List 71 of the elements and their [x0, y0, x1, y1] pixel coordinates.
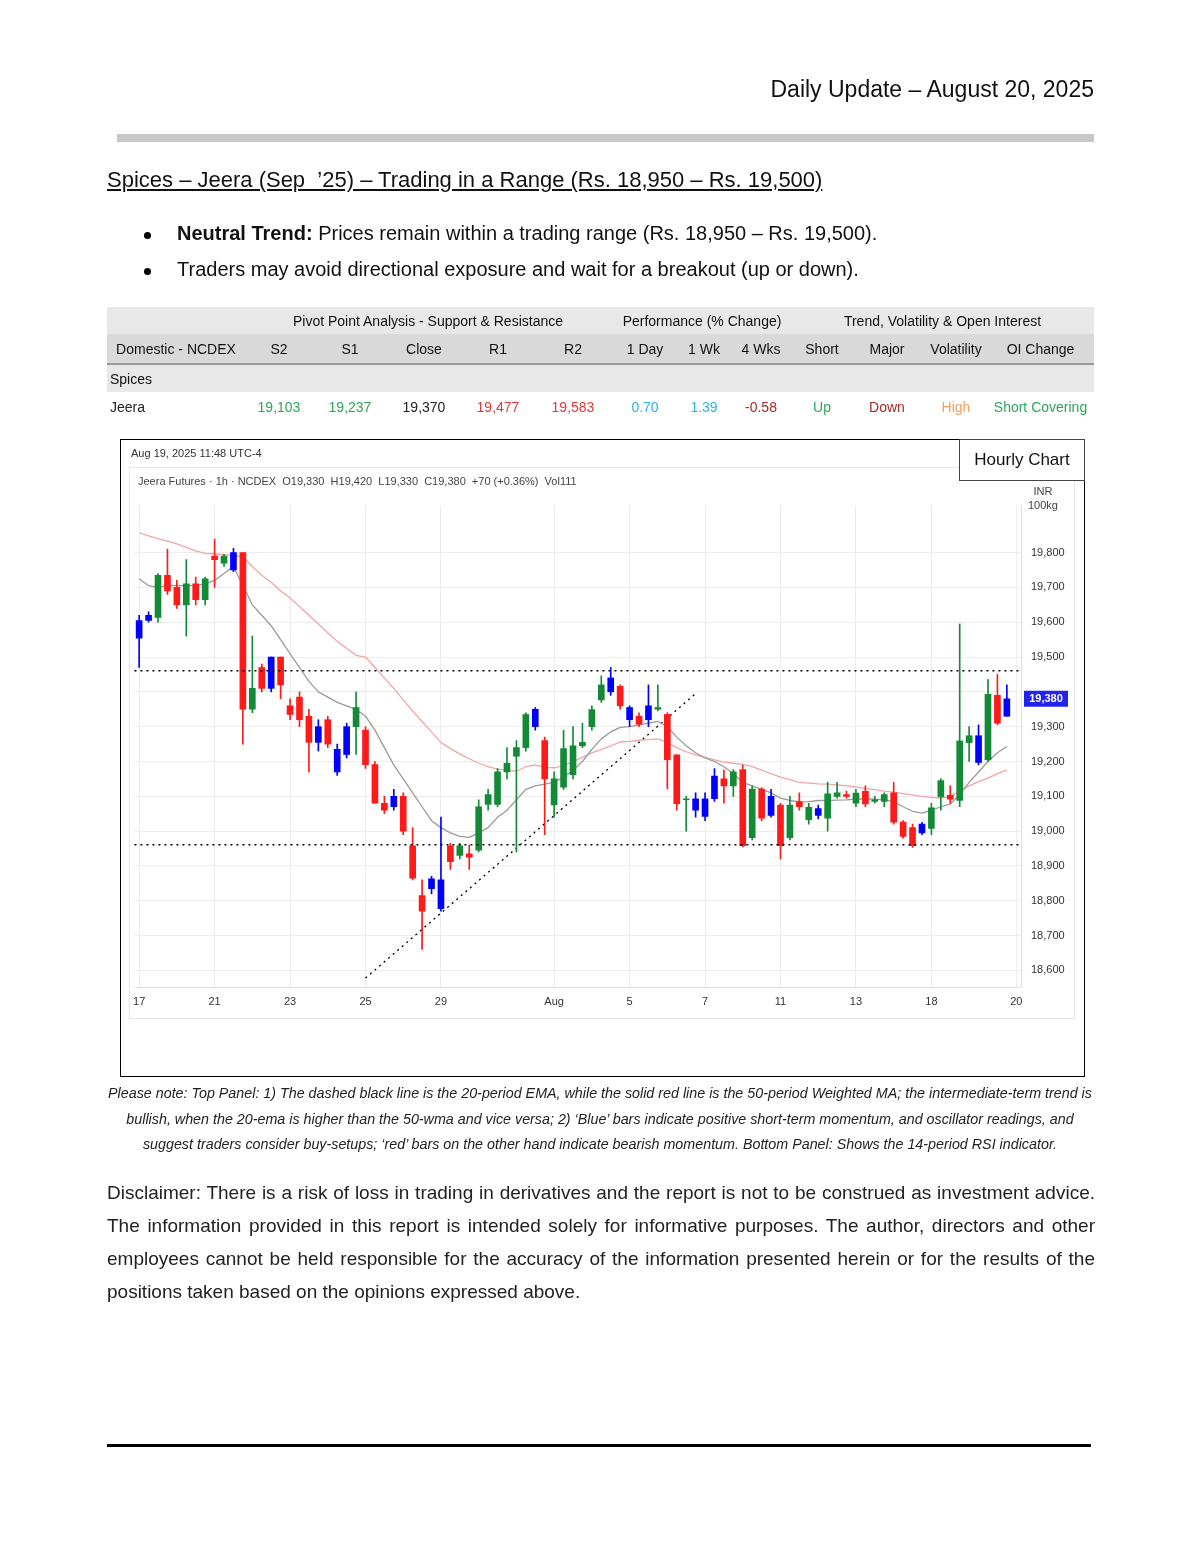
candlestick — [965, 726, 973, 762]
text: Please note: Top Panel: 1) The dashed black line is the 20-period EMA, while the solid red line is the 50-period Weighted MA; the intermediate-term trend is bullish, when the 20-ema is higher than the 50-wma and vice versa; 2) ‘Blue’ bars indicate positive short-term momentum, and oscillator readings, and suggest traders consider buy-setups; ‘red’ bars on the other hand indicate bearish momentum. Bottom Panel: Shows the 14-period RSI indicator. — [108, 1085, 1092, 1152]
x-tick-label: 21 — [208, 995, 221, 1008]
y-tick-label: 18,700 — [1031, 928, 1065, 941]
candlestick — [654, 684, 662, 712]
category-label: Spices — [110, 370, 153, 387]
text: High — [941, 399, 971, 415]
category-label: OI Change — [1006, 340, 1075, 357]
text: Aug 19, 2025 11:48 UTC-4 — [131, 447, 262, 459]
category-label: R2 — [564, 340, 582, 357]
candlestick — [946, 785, 954, 804]
x-tick-label: 25 — [359, 995, 372, 1008]
y-tick-label: 19,700 — [1031, 580, 1065, 593]
y-axis-title: INR 100kg — [1028, 485, 1058, 511]
annotation: 19,380 — [1029, 691, 1063, 704]
text: 19,103 — [257, 399, 301, 415]
x-tick-label: 23 — [283, 995, 297, 1008]
text: 19,370 — [402, 399, 446, 415]
category-label: Close — [406, 340, 442, 357]
x-tick-label: 7 — [701, 995, 709, 1008]
text: Short Covering — [993, 399, 1088, 415]
x-tick-label: 20 — [1010, 995, 1023, 1008]
category-label: 1 Day — [626, 340, 664, 357]
text: Daily Update – August 20, 2025 — [770, 76, 1094, 102]
y-tick-label: 19,100 — [1031, 789, 1065, 802]
text: Hourly Chart — [974, 450, 1070, 470]
y-tick-label: 19,000 — [1031, 824, 1065, 837]
text: 19,583 — [551, 399, 595, 415]
text: 0.70 — [631, 399, 659, 415]
y-tick-label: 18,600 — [1031, 963, 1065, 976]
text: Neutral Trend: Prices remain within a trading range (Rs. 18,950 – Rs. 19,500). — [177, 222, 878, 244]
category-label: Volatility — [930, 340, 982, 357]
y-tick-label: 19,800 — [1031, 545, 1065, 558]
candlestick — [465, 844, 473, 870]
category-label: Jeera — [110, 399, 146, 415]
x-tick-label: 18 — [925, 995, 938, 1008]
candlestick — [418, 879, 426, 950]
y-tick-label: 18,900 — [1031, 858, 1065, 871]
text: 19,237 — [328, 399, 372, 415]
category-label: Short — [805, 340, 839, 357]
y-tick-label: 19,500 — [1031, 650, 1065, 663]
text: 1.39 — [690, 399, 718, 415]
x-tick-label: 5 — [626, 995, 633, 1008]
x-tick-label: 17 — [133, 995, 146, 1008]
text: Traders may avoid directional exposure and wait for a breakout (up or down). — [177, 258, 859, 280]
text: Up — [813, 399, 831, 415]
text: Disclaimer: There is a risk of loss in trading in derivatives and the report is not to be construed as investment advice. The information provided in this report is intended solely for informative purposes. The author, directors and other employees cannot be held responsible for the accuracy of the information presented herein or for the results of the positions taken based on the opinions expressed above. — [107, 1182, 1095, 1302]
category-label: 1 Wk — [688, 340, 720, 357]
x-tick-label: 13 — [849, 995, 863, 1008]
category-label: Domestic - NCDEX — [116, 340, 236, 357]
y-tick-label: 18,800 — [1031, 893, 1065, 906]
chart-subtitle: Jeera Futures · 1h · NCDEX O19,330 H19,420 L19,330 C19,380 +70 (+0.36%) Vol111 — [138, 475, 577, 487]
y-tick-label: 19,300 — [1031, 719, 1065, 732]
category-label: S2 — [270, 340, 288, 357]
x-tick-label: 11 — [774, 995, 787, 1008]
candlestick — [682, 795, 690, 832]
text: Spices – Jeera (Sep ’25) – Trading in a Range (Rs. 18,950 – Rs. 19,500) — [107, 167, 823, 192]
category-label: R1 — [489, 340, 507, 357]
text: Trend, Volatility & Open Interest — [843, 312, 1042, 329]
y-tick-label: 19,200 — [1031, 754, 1065, 767]
x-tick-label: Aug — [544, 995, 564, 1008]
text: Performance (% Change) — [622, 312, 782, 329]
text: Pivot Point Analysis - Support & Resistance — [292, 312, 564, 329]
x-tick-label: 29 — [434, 995, 448, 1008]
text: Down — [869, 399, 905, 415]
text: 19,477 — [476, 399, 520, 415]
category-label: S1 — [341, 340, 359, 357]
text: -0.58 — [745, 399, 777, 415]
category-label: Major — [869, 340, 905, 357]
category-label: 4 Wks — [741, 340, 781, 357]
y-tick-label: 19,600 — [1031, 615, 1065, 628]
